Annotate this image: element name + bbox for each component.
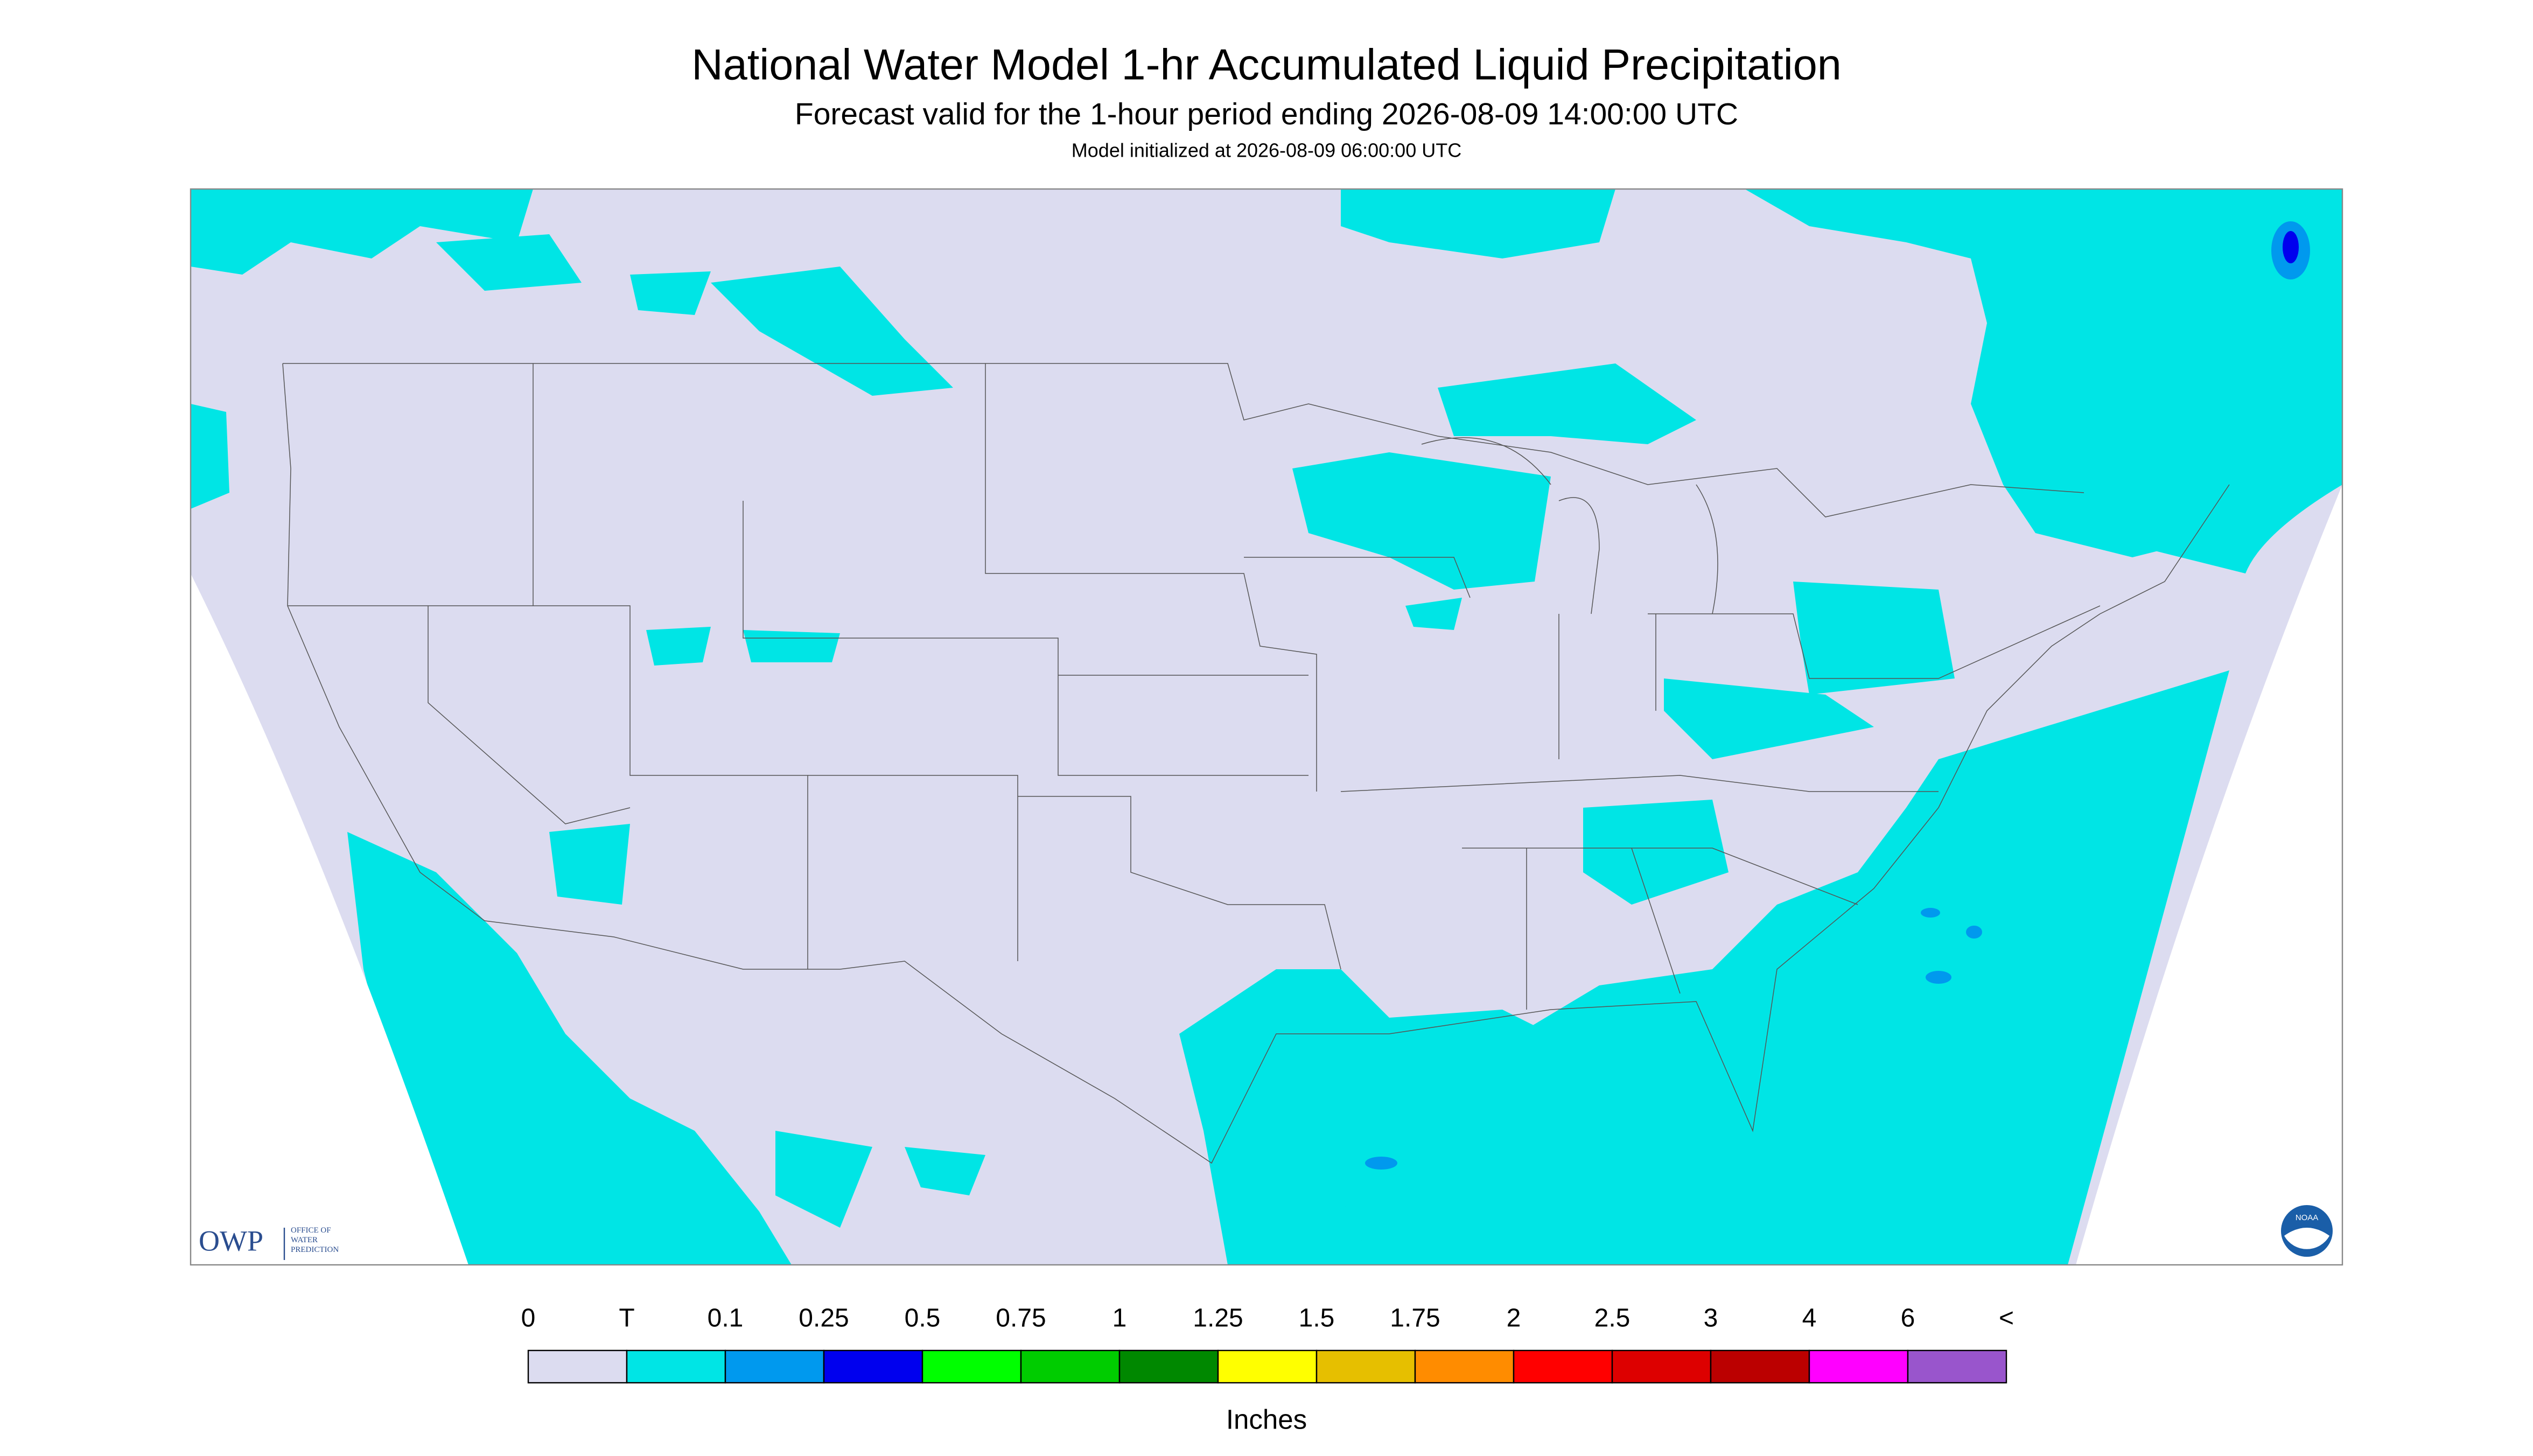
colorbar-label: 2.5 xyxy=(1594,1304,1631,1333)
colorbar-box xyxy=(1118,1349,1219,1384)
colorbar-box xyxy=(921,1349,1022,1384)
noaa-wave xyxy=(2284,1228,2329,1249)
owp-subtitle-line: PREDICTION xyxy=(291,1245,339,1254)
owp-subtitle-line: OFFICE OF xyxy=(291,1226,331,1235)
subtitle: Forecast valid for the 1-hour period end… xyxy=(795,97,1738,131)
colorbar-label: 1 xyxy=(1112,1304,1127,1333)
colorbar-box xyxy=(1907,1349,2007,1384)
colorbar-label: 0.25 xyxy=(799,1304,849,1333)
colorbar-box xyxy=(1808,1349,1909,1384)
colorbar-label: 3 xyxy=(1704,1304,1718,1333)
colorbar-box xyxy=(724,1349,825,1384)
colorbar-box xyxy=(1414,1349,1515,1384)
colorbar-label: 0.75 xyxy=(996,1304,1046,1333)
colorbar-label: 0.1 xyxy=(708,1304,744,1333)
noaa-text: NOAA xyxy=(2296,1213,2319,1222)
colorbar-label: 0.5 xyxy=(905,1304,941,1333)
colorbar-label: 2 xyxy=(1507,1304,1521,1333)
borders xyxy=(282,363,2230,1164)
colorbar-label: T xyxy=(619,1304,634,1333)
colorbar-label: 4 xyxy=(1802,1304,1817,1333)
colorbar-box xyxy=(1316,1349,1416,1384)
colorbar-box xyxy=(1217,1349,1318,1384)
colorbar-box xyxy=(823,1349,923,1384)
colorbar-box xyxy=(1020,1349,1121,1384)
colorbar-label: < xyxy=(1999,1304,2014,1333)
colorbar-label: 0 xyxy=(521,1304,536,1333)
colorbar: 0 T 0.1 0.25 0.5 0.75 1 1.25 1.5 1.75 2 2.5 3 4 6 < xyxy=(521,1304,2014,1384)
colorbar-box xyxy=(1611,1349,1712,1384)
map-frame xyxy=(190,188,2343,1266)
title: National Water Model 1-hr Accumulated Li… xyxy=(691,40,1842,89)
colorbar-unit: Inches xyxy=(1226,1404,1307,1434)
colorbar-box xyxy=(527,1349,628,1384)
precip-moderate xyxy=(2283,231,2299,264)
init-time: Model initialized at 2026-08-09 06:00:00… xyxy=(1072,139,1461,162)
colorbar-box xyxy=(1513,1349,1613,1384)
colorbar-label: 1.25 xyxy=(1193,1304,1243,1333)
colorbar-label: 1.5 xyxy=(1299,1304,1335,1333)
colorbar-label: 1.75 xyxy=(1390,1304,1440,1333)
owp-logo: OWP xyxy=(199,1224,263,1257)
colorbar-box xyxy=(1710,1349,1810,1384)
colorbar-box xyxy=(626,1349,726,1384)
colorbar-label: 6 xyxy=(1901,1304,1915,1333)
owp-subtitle-line: WATER xyxy=(291,1236,318,1244)
